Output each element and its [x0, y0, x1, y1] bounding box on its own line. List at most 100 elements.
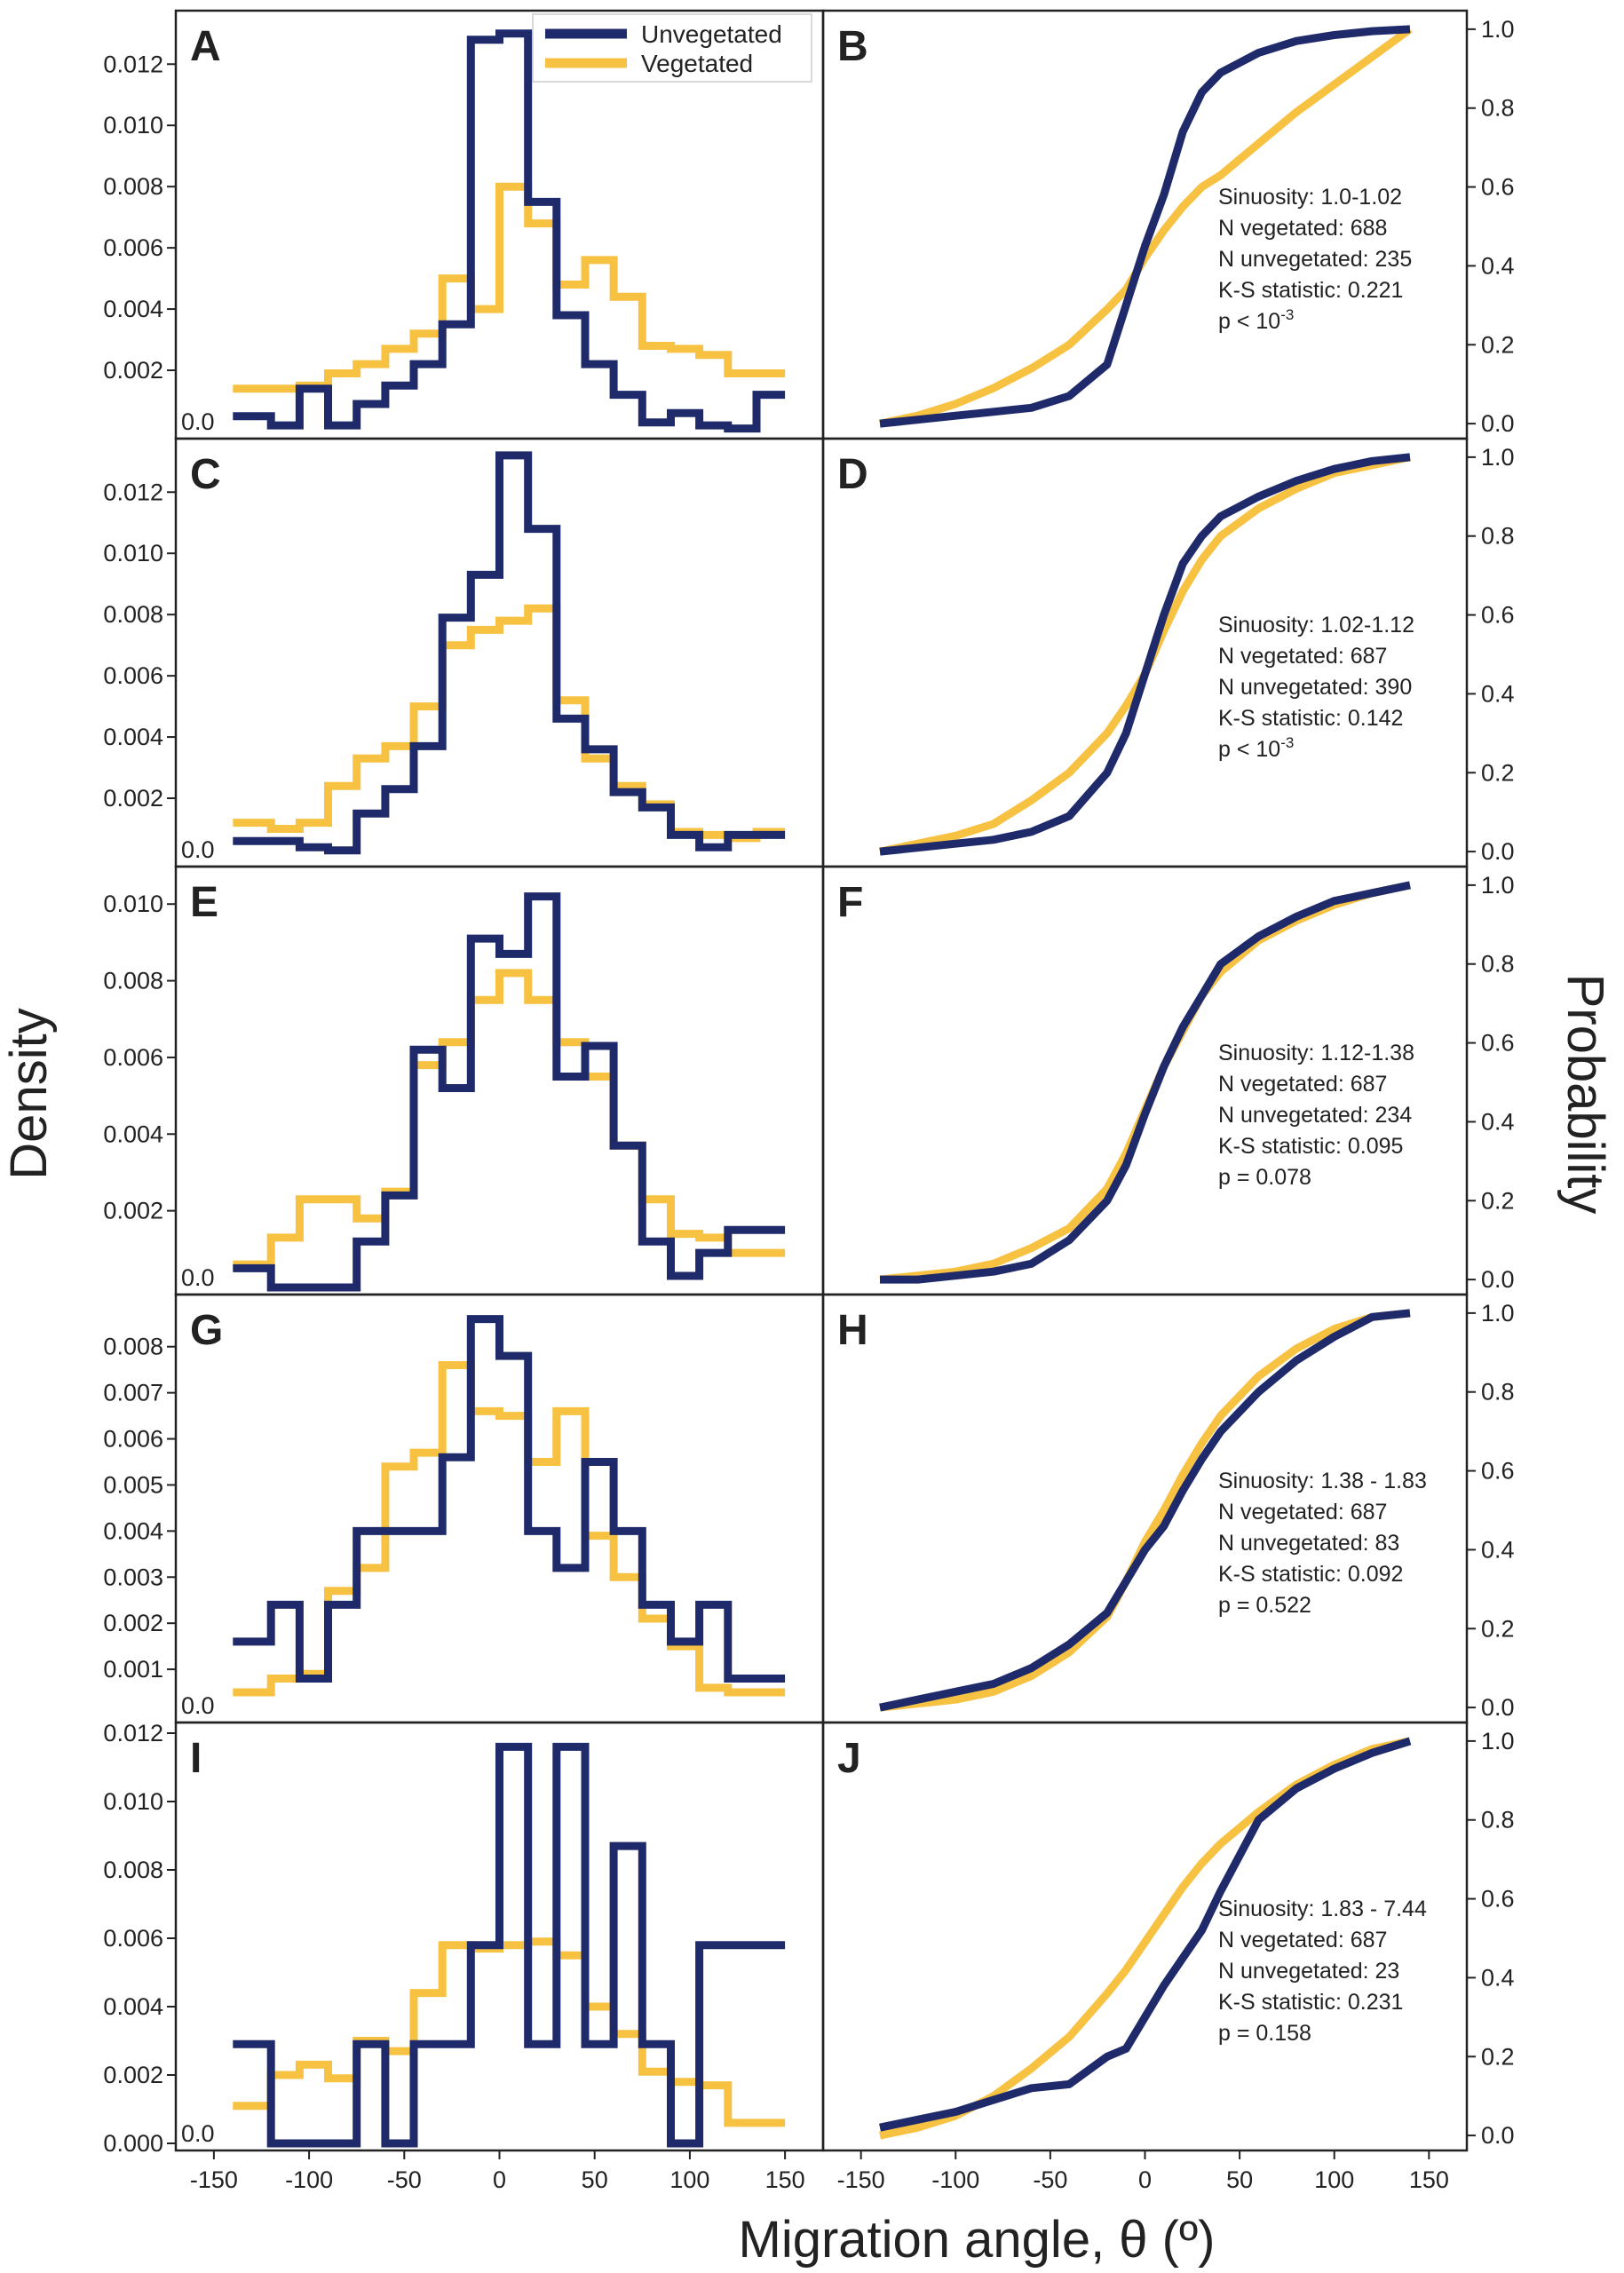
zero-label: 0.0 — [181, 2120, 215, 2147]
panel-i: I 0.000 0.002 0.004 0.006 0.008 0.010 0.012 0.0 — [103, 1720, 825, 2157]
panel-g: G0.0010.0020.0030.0040.0050.0060.0070.00… — [103, 1293, 825, 1724]
y-tick-label: 0.012 — [103, 51, 163, 77]
y-tick-label: 0.6 — [1481, 1886, 1515, 1913]
y-tick-label: 0.001 — [103, 1656, 163, 1683]
panel-letter: C — [190, 451, 221, 498]
y-tick-label: 0.6 — [1481, 602, 1515, 629]
zero-label: 0.0 — [181, 1264, 215, 1291]
x-tick-label: -150 — [190, 2166, 238, 2193]
y-tick-label: 0.8 — [1481, 95, 1515, 122]
panel-h: H 0.0 0.2 0.4 0.6 0.8 1.0 Sinuosity: 1.38 - 1.8… — [821, 1293, 1515, 1724]
y-tick-label: 0.010 — [103, 1788, 163, 1815]
y-tick-label: 0.010 — [103, 891, 163, 917]
stats-line: Sinuosity: 1.0-1.02 — [1218, 185, 1402, 210]
panel-b: B 0.0 0.2 0.4 0.6 0.8 1.0 Sinuosity: 1.0-1.02 N … — [821, 9, 1515, 440]
y-tick-label: 0.002 — [103, 1610, 163, 1636]
series-line-unvegetated — [879, 25, 1411, 428]
panel-f: F 0.0 0.2 0.4 0.6 0.8 1.0 Sinuosity: 1.12-1.38 N… — [821, 865, 1515, 1296]
y-tick-label: 0.2 — [1481, 1615, 1515, 1642]
y-tick-label: 0.000 — [103, 2130, 163, 2157]
y-tick-label: 0.006 — [103, 662, 163, 689]
y-title-probability: Probability — [1557, 974, 1614, 1215]
series-line-unvegetated — [880, 881, 1411, 1284]
x-tick-label: 0 — [493, 2166, 506, 2193]
zero-label: 0.0 — [181, 1692, 215, 1719]
y-tick-label: 0.8 — [1481, 951, 1515, 978]
y-tick-label: 0.0 — [1481, 1694, 1515, 1721]
x-title: Migration angle, θ (º) — [739, 2211, 1216, 2269]
stats-line: K-S statistic: 0.231 — [1218, 1990, 1403, 2015]
panels: A 0.002 0.004 0.006 0.008 0.010 0.012 0.0 B 0.0 0.… — [103, 9, 1515, 2157]
y-tick-label: 0.4 — [1481, 1536, 1515, 1563]
stats-line: Sinuosity: 1.83 - 7.44 — [1218, 1897, 1427, 1921]
y-tick-label: 0.006 — [103, 1044, 163, 1071]
y-tick-label: 0.0 — [1481, 410, 1515, 437]
stats-line: K-S statistic: 0.142 — [1218, 706, 1403, 731]
y-tick-label: 0.002 — [103, 357, 163, 384]
y-tick-label: 0.6 — [1481, 1030, 1515, 1057]
stats-pvalue: p = 0.158 — [1218, 2021, 1311, 2046]
y-tick-label: 0.4 — [1481, 1964, 1515, 1991]
panel-c: C 0.002 0.004 0.006 0.008 0.010 0.012 0.0 — [103, 437, 825, 868]
y-tick-label: 0.8 — [1481, 1379, 1515, 1406]
y-tick-label: 0.002 — [103, 1198, 163, 1224]
y-tick-label: 0.010 — [103, 112, 163, 139]
series-line-unvegetated — [879, 453, 1411, 856]
y-tick-label: 0.8 — [1481, 1807, 1515, 1833]
panel-e: E 0.002 0.004 0.006 0.008 0.010 0.0 — [103, 865, 825, 1296]
zero-label: 0.0 — [181, 408, 215, 435]
panel-letter: A — [190, 23, 221, 70]
series-line-unvegetated — [233, 451, 786, 855]
panel-letter: I — [190, 1735, 202, 1782]
panel-letter: D — [837, 451, 868, 498]
pvalue-text: p = 0.158 — [1218, 2021, 1311, 2046]
panel-letter: E — [190, 879, 218, 926]
stats-line: Sinuosity: 1.38 - 1.83 — [1218, 1469, 1427, 1493]
stats-line: Sinuosity: 1.02-1.12 — [1218, 613, 1414, 638]
series-line-unvegetated — [233, 1742, 786, 2148]
y-tick-label: 1.0 — [1481, 444, 1515, 471]
series-line-vegetated — [233, 604, 786, 843]
x-tick-label: 150 — [765, 2166, 805, 2193]
y-tick-label: 0.004 — [103, 1121, 163, 1147]
series-line-unvegetated — [879, 1737, 1412, 2132]
y-tick-label: 1.0 — [1481, 1728, 1515, 1754]
legend-label-unvegetated: Unvegetated — [641, 20, 782, 48]
panel-letter: J — [837, 1735, 861, 1782]
panel-letter: H — [837, 1307, 868, 1354]
y-tick-label: 0.2 — [1481, 1187, 1515, 1214]
y-tick-label: 0.010 — [103, 540, 163, 566]
legend-box — [532, 13, 812, 83]
stats-line: K-S statistic: 0.092 — [1218, 1562, 1403, 1587]
series-line-vegetated — [879, 26, 1413, 428]
y-tick-label: 0.004 — [103, 1993, 163, 2020]
series-line-unvegetated — [233, 1315, 786, 1683]
y-tick-label: 0.4 — [1481, 252, 1515, 279]
stats-line: N unvegetated: 390 — [1218, 675, 1412, 700]
y-tick-label: 1.0 — [1481, 16, 1515, 43]
y-tick-label: 0.2 — [1481, 331, 1515, 358]
stats-pvalue: p < 10-3 — [1218, 306, 1294, 334]
y-tick-label: 0.0 — [1481, 1266, 1515, 1293]
stats-line: N vegetated: 687 — [1218, 1500, 1387, 1525]
y-tick-label: 0.008 — [103, 1334, 163, 1360]
stats-pvalue: p = 0.078 — [1218, 1165, 1311, 1190]
pvalue-exponent: -3 — [1280, 306, 1294, 323]
stats-pvalue: p < 10-3 — [1218, 734, 1294, 762]
y-tick-label: 0.2 — [1481, 2043, 1515, 2070]
pvalue-text: p = 0.078 — [1218, 1165, 1311, 1190]
x-tick-label: 150 — [1409, 2166, 1449, 2193]
y-tick-label: 0.012 — [103, 1720, 163, 1746]
y-tick-label: 0.6 — [1481, 1458, 1515, 1485]
stats-line: N vegetated: 687 — [1218, 1072, 1387, 1097]
x-tick-label: -50 — [1033, 2166, 1067, 2193]
legend: Unvegetated Vegetated — [532, 13, 812, 83]
y-tick-label: 0.4 — [1481, 1108, 1515, 1135]
y-tick-label: 0.008 — [103, 601, 163, 628]
y-tick-label: 0.002 — [103, 785, 163, 812]
stats-line: N unvegetated: 83 — [1218, 1531, 1399, 1556]
y-title-density: Density — [0, 1008, 58, 1179]
x-tick-labels: -150 -100 -50 0 50 100 150 -150 -100 -50 0 50 100 150 — [190, 2150, 1449, 2193]
legend-label-vegetated: Vegetated — [641, 50, 753, 77]
stats-line: Sinuosity: 1.12-1.38 — [1218, 1041, 1414, 1065]
